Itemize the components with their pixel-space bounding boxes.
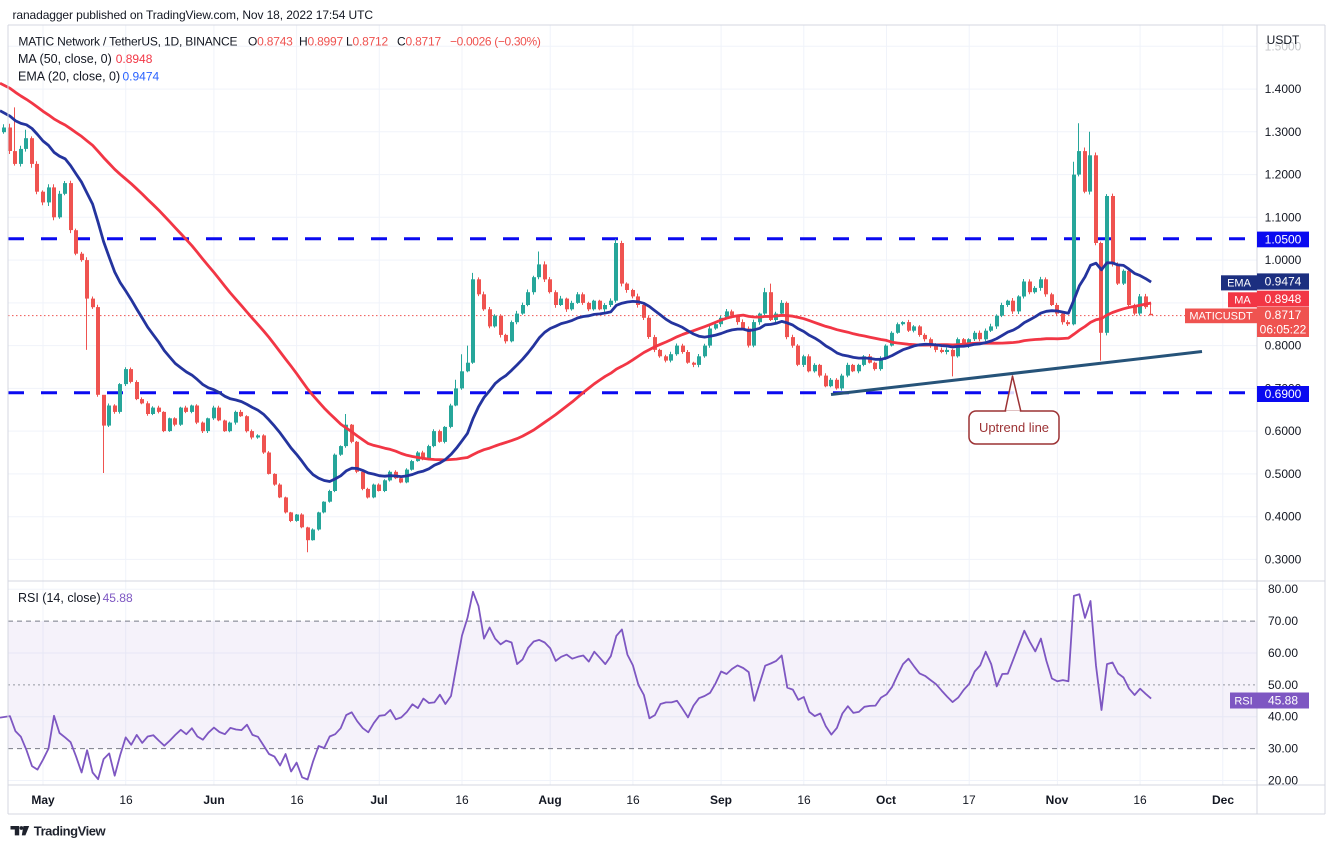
- svg-text:EMA: EMA: [1227, 278, 1252, 290]
- svg-text:Jul: Jul: [370, 793, 387, 807]
- svg-text:ranadagger published on Tradin: ranadagger published on TradingView.com,…: [13, 8, 374, 22]
- svg-text:45.88: 45.88: [103, 591, 133, 605]
- svg-text:Oct: Oct: [876, 793, 896, 807]
- svg-text:C0.8717: C0.8717: [397, 34, 441, 48]
- svg-text:MATIC Network / TetherUS, 1D,: MATIC Network / TetherUS, 1D, BINANCE: [18, 34, 237, 48]
- svg-text:H0.8997: H0.8997: [299, 34, 343, 48]
- svg-text:16: 16: [455, 793, 469, 807]
- svg-text:1.2000: 1.2000: [1265, 168, 1302, 182]
- svg-text:0.3000: 0.3000: [1265, 552, 1302, 566]
- svg-text:RSI: RSI: [1234, 695, 1252, 707]
- svg-text:MA: MA: [1234, 295, 1251, 307]
- svg-text:30.00: 30.00: [1268, 742, 1298, 756]
- svg-text:1.0500: 1.0500: [1265, 233, 1302, 247]
- svg-text:Sep: Sep: [710, 793, 732, 807]
- svg-text:O0.8743: O0.8743: [248, 34, 293, 48]
- svg-text:0.9474: 0.9474: [1265, 275, 1302, 289]
- svg-text:1.4000: 1.4000: [1265, 82, 1302, 96]
- svg-text:0.9474: 0.9474: [123, 69, 160, 83]
- svg-text:1.1000: 1.1000: [1265, 210, 1302, 224]
- svg-text:16: 16: [290, 793, 304, 807]
- svg-text:0.8717: 0.8717: [1265, 308, 1302, 322]
- svg-text:0.6000: 0.6000: [1265, 424, 1302, 438]
- svg-text:45.88: 45.88: [1268, 694, 1298, 708]
- svg-text:Uptrend line: Uptrend line: [979, 420, 1049, 435]
- svg-text:USDT: USDT: [1267, 33, 1300, 47]
- svg-text:MA (50, close, 0): MA (50, close, 0): [18, 52, 112, 66]
- svg-text:20.00: 20.00: [1268, 773, 1298, 787]
- svg-text:50.00: 50.00: [1268, 678, 1298, 692]
- svg-text:0.4000: 0.4000: [1265, 510, 1302, 524]
- svg-text:MATICUSDT: MATICUSDT: [1189, 311, 1253, 323]
- svg-text:Aug: Aug: [538, 793, 561, 807]
- svg-text:1.0000: 1.0000: [1265, 253, 1302, 267]
- svg-text:60.00: 60.00: [1268, 646, 1298, 660]
- svg-text:0.6900: 0.6900: [1265, 387, 1302, 401]
- svg-text:0.5000: 0.5000: [1265, 467, 1302, 481]
- svg-text:Nov: Nov: [1046, 793, 1069, 807]
- svg-text:16: 16: [797, 793, 811, 807]
- svg-text:−0.0026 (−0.30%): −0.0026 (−0.30%): [450, 34, 541, 48]
- svg-text:40.00: 40.00: [1268, 710, 1298, 724]
- svg-text:Dec: Dec: [1212, 793, 1234, 807]
- svg-text:70.00: 70.00: [1268, 614, 1298, 628]
- svg-text:0.8000: 0.8000: [1265, 339, 1302, 353]
- svg-text:06:05:22: 06:05:22: [1260, 322, 1307, 336]
- svg-text:RSI (14, close): RSI (14, close): [18, 591, 101, 605]
- svg-text:May: May: [31, 793, 55, 807]
- svg-text:80.00: 80.00: [1268, 582, 1298, 596]
- svg-text:1.5000: 1.5000: [1265, 39, 1302, 53]
- svg-text:16: 16: [1133, 793, 1147, 807]
- svg-text:Jun: Jun: [203, 793, 224, 807]
- svg-text:0.8948: 0.8948: [1265, 292, 1302, 306]
- svg-text:EMA (20, close, 0): EMA (20, close, 0): [18, 69, 120, 83]
- svg-text:L0.8712: L0.8712: [346, 34, 389, 48]
- svg-text:1.3000: 1.3000: [1265, 125, 1302, 139]
- svg-text:16: 16: [119, 793, 133, 807]
- svg-text:16: 16: [626, 793, 640, 807]
- svg-text:17: 17: [962, 793, 976, 807]
- svg-text:0.8948: 0.8948: [116, 52, 153, 66]
- svg-text:TradingView: TradingView: [34, 824, 107, 839]
